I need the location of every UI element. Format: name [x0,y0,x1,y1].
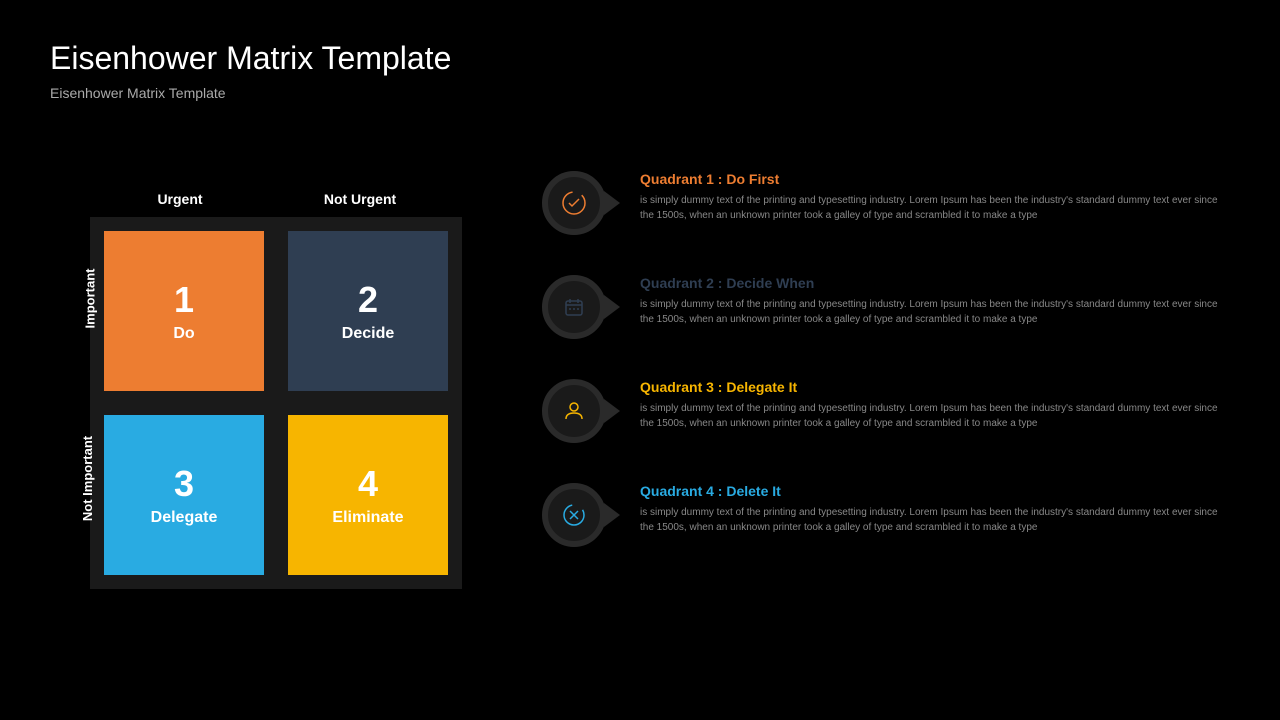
matrix-cell-3: 3 Delegate [94,405,274,585]
quadrant-title: Quadrant 2 : Decide When [640,275,1230,291]
arrow-icon [604,295,620,319]
row-header-not-important: Not Important [80,436,95,521]
col-header-not-urgent: Not Urgent [270,191,450,217]
page-title: Eisenhower Matrix Template [50,40,1230,77]
row-header-important: Important [82,269,97,329]
cell-num: 4 [358,463,378,505]
quadrant-item-4: Quadrant 4 : Delete It is simply dummy t… [542,483,1230,547]
cell-label: Delegate [151,509,218,527]
quadrant-list: Quadrant 1 : Do First is simply dummy te… [542,161,1230,589]
matrix-cell-4: 4 Eliminate [278,405,458,585]
calendar-icon [542,275,606,339]
cell-num: 2 [358,279,378,321]
quadrant-desc: is simply dummy text of the printing and… [640,193,1230,223]
cell-num: 3 [174,463,194,505]
user-icon [542,379,606,443]
quadrant-desc: is simply dummy text of the printing and… [640,505,1230,535]
quadrant-item-3: Quadrant 3 : Delegate It is simply dummy… [542,379,1230,443]
cell-num: 1 [174,279,194,321]
quadrant-title: Quadrant 3 : Delegate It [640,379,1230,395]
cell-label: Decide [342,325,394,343]
arrow-icon [604,399,620,423]
matrix-cell-1: 1 Do [94,221,274,401]
quadrant-item-2: Quadrant 2 : Decide When is simply dummy… [542,275,1230,339]
quadrant-title: Quadrant 1 : Do First [640,171,1230,187]
cancel-icon [542,483,606,547]
matrix: Urgent Not Urgent Important Not Importan… [50,161,462,589]
quadrant-desc: is simply dummy text of the printing and… [640,297,1230,327]
col-header-urgent: Urgent [90,191,270,217]
matrix-cell-2: 2 Decide [278,221,458,401]
page-subtitle: Eisenhower Matrix Template [50,85,1230,101]
quadrant-item-1: Quadrant 1 : Do First is simply dummy te… [542,171,1230,235]
quadrant-desc: is simply dummy text of the printing and… [640,401,1230,431]
quadrant-title: Quadrant 4 : Delete It [640,483,1230,499]
arrow-icon [604,191,620,215]
check-icon [542,171,606,235]
arrow-icon [604,503,620,527]
cell-label: Do [173,325,194,343]
cell-label: Eliminate [332,509,403,527]
